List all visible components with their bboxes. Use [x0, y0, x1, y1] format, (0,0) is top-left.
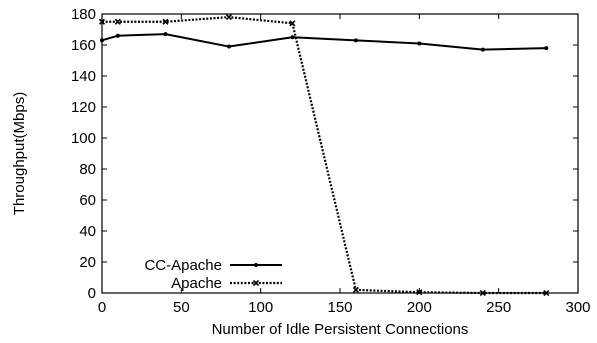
plot-frame [101, 13, 579, 294]
legend-label: Apache [171, 275, 222, 292]
series-1-point [289, 20, 296, 27]
series-layer [98, 14, 550, 297]
x-tick-label: 300 [565, 299, 590, 316]
series-1-point [252, 279, 260, 287]
y-tick-label: 40 [79, 223, 96, 240]
x-tick-label: 0 [98, 299, 106, 316]
series-0-point [115, 33, 120, 38]
series-1 [98, 14, 550, 297]
y-tick-label: 120 [71, 99, 96, 116]
series-0-line [101, 33, 547, 51]
y-tick-label: 80 [79, 161, 96, 178]
series-0-point [163, 32, 168, 37]
series-1-point [416, 289, 423, 296]
series-0-point [254, 263, 258, 267]
series-1-line [102, 16, 547, 295]
series-0-point [544, 46, 549, 51]
x-tick-label: 150 [327, 299, 352, 316]
series-1-point [479, 289, 486, 297]
y-tick-label: 100 [71, 130, 96, 147]
x-axis-title: Number of Idle Persistent Connections [212, 321, 469, 338]
series-0-point [417, 41, 422, 46]
series-1-point [543, 289, 550, 297]
series-0-point [100, 38, 104, 43]
series-1-point [352, 286, 359, 293]
y-tick-label: 0 [88, 285, 96, 302]
axis-ticks: 0 50 100 150 200 250 300 0 20 40 60 80 100 120 140 160 1… [71, 6, 591, 316]
series-0-point [290, 35, 295, 40]
x-tick-label: 200 [407, 299, 432, 316]
x-tick-label: 50 [173, 299, 190, 316]
series-0-point [353, 38, 358, 43]
series-1-point [162, 18, 169, 25]
y-tick-label: 140 [71, 68, 96, 85]
series-1-point [98, 18, 106, 25]
series-1-point [225, 14, 232, 21]
y-tick-label: 160 [71, 37, 96, 54]
y-axis-title: Throughput(Mbps) [11, 92, 28, 215]
series-0 [100, 32, 549, 52]
series-0-point [226, 44, 231, 49]
y-tick-label: 20 [79, 254, 96, 271]
legend-label: CC-Apache [144, 257, 222, 274]
y-tick-label: 180 [71, 6, 96, 23]
series-0-point [480, 47, 485, 52]
x-tick-label: 250 [486, 299, 511, 316]
y-tick-label: 60 [79, 192, 96, 209]
series-1-point [114, 18, 121, 25]
x-tick-label: 100 [248, 299, 273, 316]
